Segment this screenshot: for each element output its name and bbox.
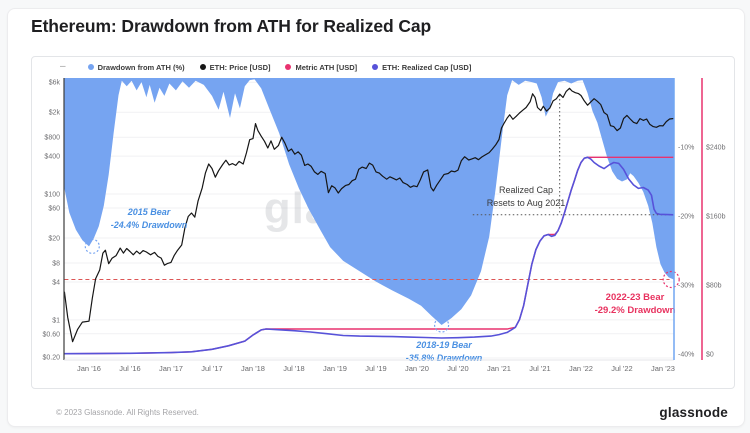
realized-cap-reset-annotation: Realized Cap: [499, 185, 553, 195]
realized-cap-series: [64, 156, 674, 355]
x-tick-label: Jul '22: [611, 364, 632, 373]
chart-card: – Drawdown from ATH (%) ETH: Price [USD] M…: [31, 56, 735, 389]
legend-item-drawdown[interactable]: Drawdown from ATH (%): [87, 62, 185, 72]
report-card: Ethereum: Drawdown from ATH for Realized…: [7, 8, 745, 427]
legend-collapse-dash[interactable]: –: [60, 61, 66, 72]
x-tick-label: Jul '18: [283, 364, 304, 373]
x-tick-label: Jan '19: [323, 364, 347, 373]
x-tick-label: Jan '23: [651, 364, 675, 373]
cap-tick-label: $160b: [706, 214, 726, 221]
legend-item-label: ETH: Price [USD]: [209, 62, 271, 72]
price-tick-label: $6k: [49, 80, 61, 87]
bear-2018-19-low-marker: [434, 317, 450, 333]
bear-2022-23-annotation: 2022-23 Bear: [606, 292, 665, 303]
footer: © 2023 Glassnode. All Rights Reserved. g…: [8, 405, 744, 420]
legend-item-price[interactable]: ETH: Price [USD]: [199, 62, 271, 72]
glassnode-logo: glassnode: [659, 405, 728, 420]
legend-marker-icon: [285, 64, 292, 70]
bear-2022-23-annotation: -29.2% Drawdown: [595, 305, 676, 316]
x-tick-label: Jul '20: [447, 364, 468, 373]
price-tick-label: $0.20: [42, 355, 60, 362]
price-tick-label: $8: [52, 261, 60, 268]
legend-item-realized-cap[interactable]: ETH: Realized Cap [USD]: [372, 63, 471, 72]
copyright-text: © 2023 Glassnode. All Rights Reserved.: [56, 408, 199, 417]
bear-2015-annotation: -24.4% Drawdown: [111, 220, 188, 230]
legend-marker-icon: [199, 64, 206, 70]
drawdown-tick-label: -40%: [678, 352, 694, 359]
x-tick-label: Jan '21: [487, 364, 511, 373]
legend-item-label: Metric ATH [USD]: [295, 62, 358, 72]
cap-tick-label: $0: [706, 352, 714, 359]
x-tick-label: Jan '16: [77, 364, 101, 373]
cap-tick-label: $80b: [706, 283, 722, 290]
page-title: Ethereum: Drawdown from ATH for Realized…: [31, 16, 432, 36]
drawdown-tick-label: -10%: [678, 145, 694, 152]
x-tick-label: Jan '18: [241, 364, 265, 373]
chart-canvas[interactable]: glassnode2015 Bear-24.4% Drawdown2018-19…: [32, 57, 735, 389]
cap-tick-label: $240b: [706, 145, 726, 152]
realized-cap-reset-annotation: Resets to Aug 2021: [487, 198, 566, 208]
drawdown-area-series: [64, 78, 674, 325]
drawdown-tick-label: -30%: [678, 283, 694, 290]
legend-item-label: Drawdown from ATH (%): [97, 62, 185, 72]
legend-marker-icon: [372, 64, 379, 70]
bear-2018-19-annotation: 2018-19 Bear: [415, 340, 472, 350]
x-tick-label: Jul '21: [529, 364, 550, 373]
price-tick-label: $4: [52, 279, 60, 286]
price-tick-label: $100: [44, 192, 60, 199]
price-tick-label: $1: [52, 317, 60, 324]
legend-marker-icon: [87, 64, 94, 70]
price-tick-label: $2k: [49, 110, 61, 117]
price-tick-label: $60: [48, 205, 60, 212]
legend-item-metric-ath[interactable]: Metric ATH [USD]: [285, 63, 357, 72]
bear-2018-19-annotation: -35.8% Drawdown: [406, 353, 483, 363]
x-tick-label: Jan '22: [569, 364, 593, 373]
bear-2022-23-current-marker: [662, 270, 680, 289]
x-tick-label: Jan '17: [159, 364, 183, 373]
x-tick-label: Jul '16: [119, 364, 140, 373]
price-series: [63, 87, 674, 343]
x-tick-label: Jul '19: [365, 364, 386, 373]
price-tick-label: $20: [48, 236, 60, 243]
price-tick-label: $0.60: [42, 331, 60, 338]
x-tick-label: Jan '20: [405, 364, 429, 373]
legend-items: Drawdown from ATH (%) ETH: Price [USD] Met…: [87, 62, 471, 72]
chart-legend: – Drawdown from ATH (%) ETH: Price [USD] M…: [60, 62, 471, 72]
x-tick-label: Jul '17: [201, 364, 222, 373]
bear-2015-low-marker: [84, 238, 100, 254]
price-tick-label: $800: [44, 135, 60, 142]
drawdown-tick-label: -20%: [678, 214, 694, 221]
legend-item-label: ETH: Realized Cap [USD]: [382, 62, 472, 72]
bear-2015-annotation: 2015 Bear: [127, 207, 171, 217]
price-tick-label: $400: [44, 154, 60, 161]
